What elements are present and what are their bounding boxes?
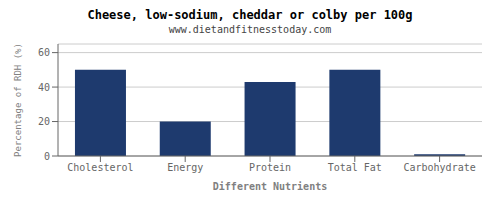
- svg-text:Carbohydrate: Carbohydrate: [403, 162, 475, 173]
- svg-text:Different Nutrients: Different Nutrients: [213, 181, 327, 192]
- svg-text:20: 20: [38, 116, 50, 127]
- html-text:Cheese, low-sodium, cheddar or: Cheese, low-sodium, cheddar or colby per…: [87, 8, 413, 22]
- svg-text:Energy: Energy: [167, 162, 203, 173]
- svg-text:Cholesterol: Cholesterol: [67, 162, 133, 173]
- svg-text:60: 60: [38, 47, 50, 58]
- svg-text:Total Fat: Total Fat: [328, 162, 382, 173]
- svg-text:Protein: Protein: [249, 162, 291, 173]
- svg-text:Percentage of RDH (%): Percentage of RDH (%): [13, 43, 23, 157]
- svg-text:40: 40: [38, 82, 50, 93]
- html-text:www.dietandfitnesstoday.com: www.dietandfitnesstoday.com: [168, 24, 332, 35]
- svg-text:0: 0: [44, 151, 50, 162]
